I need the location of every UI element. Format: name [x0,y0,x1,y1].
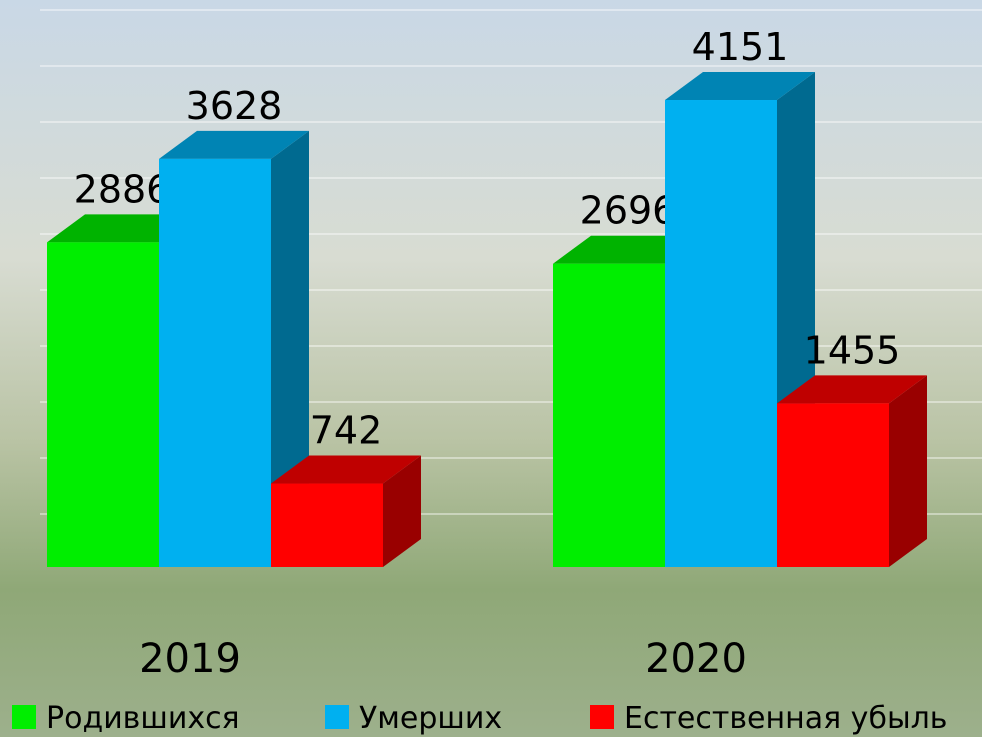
legend-swatch [590,705,614,729]
value-label: 2886 [74,167,171,211]
value-label: 742 [310,409,383,453]
bar [553,264,665,567]
value-label: 2696 [580,189,677,233]
bar [47,242,159,567]
legend-label: Умерших [359,701,502,736]
x-tick-label: 2019 [139,636,241,682]
x-tick-label: 2020 [645,636,747,682]
bar [665,100,777,567]
bar [777,403,889,567]
value-label: 4151 [692,25,789,69]
legend-label: Естественная убыль [624,701,947,736]
bar [271,484,383,567]
bar [159,159,271,567]
legend-swatch [12,705,36,729]
value-label: 1455 [804,328,901,372]
chart: 2019 2886 3628 742 2020 2696 4151 1455 Родившихс… [0,0,982,737]
bar-side [889,375,927,567]
value-label: 3628 [186,84,283,128]
legend-label: Родившихся [46,701,240,736]
legend-swatch [325,705,349,729]
